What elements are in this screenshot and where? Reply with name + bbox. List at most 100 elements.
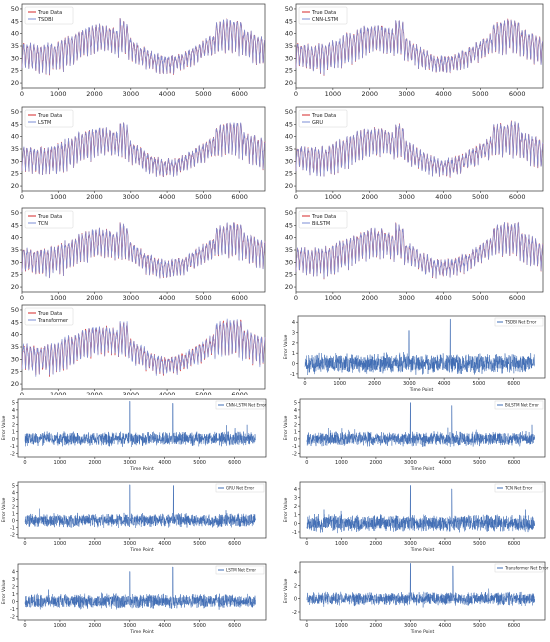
x-tick-label: 2000	[361, 193, 378, 201]
y-tick-label: 45	[11, 17, 19, 25]
chart-panel-gru: 0 1000 2000 3000 4000 5000 6000 20 25 30 35 40 45 50 T…	[278, 103, 550, 203]
legend-box	[24, 210, 74, 229]
x-tick-label: 0	[294, 193, 298, 201]
y-tick-label: 35	[285, 246, 293, 254]
y-tick-label: 4	[294, 487, 297, 493]
y-tick-label: -1	[10, 607, 15, 613]
x-tick-label: 3000	[404, 541, 417, 547]
y-tick-label: 4	[12, 491, 15, 497]
y-tick-label: 4	[294, 408, 297, 414]
chart-panel-cnn-lstm-err: 0 1000 2000 3000 4000 5000 6000 -2 -1 0 1 2 3 4 5 CNN-L…	[0, 395, 272, 478]
y-tick-label: 4	[292, 320, 295, 326]
x-tick-label: 1000	[50, 90, 67, 98]
x-tick-label: 4000	[159, 90, 176, 98]
y-tick-label: 30	[11, 54, 19, 62]
x-tick-label: 4000	[435, 294, 452, 302]
legend-box	[494, 400, 544, 410]
legend: Transformer Net Error	[494, 563, 549, 573]
y-tick-label: 20	[11, 283, 19, 291]
y-tick-label: 2	[12, 505, 15, 511]
y-tick-label: 35	[11, 343, 19, 351]
y-tick-label: 2	[12, 422, 15, 428]
x-tick-label: 6000	[507, 381, 520, 387]
legend-label: Transformer Net Error	[504, 566, 549, 571]
x-tick-label: 6000	[508, 541, 521, 547]
legend-label: GRU Net Error	[226, 486, 254, 491]
y-tick-label: 1	[12, 512, 15, 518]
y-tick-label: -2	[10, 533, 15, 539]
x-axis-label: Time Point	[129, 547, 154, 553]
legend-label: GRU	[312, 120, 323, 126]
x-tick-label: 5000	[473, 541, 486, 547]
series-line-bilstm	[295, 221, 544, 279]
legend-label: TSDBI	[37, 17, 53, 23]
x-tick-label: 1000	[335, 541, 348, 547]
chart-svg: 0 1000 2000 3000 4000 5000 6000 -2 0 2 4 Transforme…	[283, 561, 549, 635]
legend-label: True Data	[37, 214, 62, 220]
y-axis-label: Error Value	[283, 415, 289, 440]
chart-svg: 010002000300040005000600020253035404550T…	[11, 304, 266, 399]
x-tick-label: 3000	[398, 193, 415, 201]
chart-svg: 0 1000 2000 3000 4000 5000 6000 -1 0 1 2 3 4 TSDBI Ne…	[283, 315, 546, 393]
x-tick-label: 1000	[333, 381, 346, 387]
legend-label: LSTM Net Error	[226, 568, 256, 573]
legend-box	[494, 317, 544, 327]
y-tick-label: 4	[12, 569, 15, 575]
y-tick-label: -2	[10, 614, 15, 620]
y-tick-label: -1	[292, 530, 297, 536]
x-tick-label: 3000	[403, 381, 416, 387]
y-tick-label: 1	[294, 513, 297, 519]
x-tick-label: 3000	[398, 294, 415, 302]
x-tick-label: 2000	[86, 193, 103, 201]
legend-label: LSTM	[38, 120, 51, 126]
x-tick-label: 1000	[54, 460, 67, 466]
x-tick-label: 4000	[435, 193, 452, 201]
y-tick-label: 45	[11, 221, 19, 229]
x-tick-label: 2000	[368, 381, 381, 387]
chart-panel-transformer-err: 0 1000 2000 3000 4000 5000 6000 -2 0 2 4 Transforme…	[282, 558, 550, 640]
x-tick-label: 3000	[123, 193, 140, 201]
x-tick-label: 1000	[325, 90, 342, 98]
y-tick-label: 25	[285, 170, 293, 178]
x-tick-label: 3000	[404, 460, 417, 466]
legend: GRU Net Error	[215, 483, 265, 493]
x-tick-label: 6000	[508, 460, 521, 466]
y-tick-label: 35	[11, 246, 19, 254]
legend-label: True Data	[311, 10, 336, 16]
series-line-gru-err	[24, 484, 256, 529]
x-tick-label: 6000	[508, 623, 521, 629]
y-tick-label: 0	[292, 362, 295, 368]
y-tick-label: 50	[11, 306, 19, 314]
x-tick-label: 2000	[88, 460, 101, 466]
x-tick-label: 0	[20, 193, 24, 201]
x-tick-label: 5000	[472, 294, 489, 302]
y-tick-label: 45	[11, 318, 19, 326]
legend-label: True Data	[311, 214, 336, 220]
x-tick-label: 6000	[228, 460, 241, 466]
x-tick-label: 6000	[231, 90, 248, 98]
series-line-transformer-err	[306, 563, 535, 608]
y-tick-label: 3	[294, 415, 297, 421]
y-tick-label: 25	[11, 170, 19, 178]
x-tick-label: 2000	[370, 460, 383, 466]
y-tick-label: 5	[294, 401, 297, 407]
x-tick-label: 2000	[361, 294, 378, 302]
x-tick-label: 5000	[193, 541, 206, 547]
x-tick-label: 6000	[231, 294, 248, 302]
x-tick-label: 0	[23, 460, 26, 466]
legend-label: BiLSTM Net Error	[505, 403, 539, 408]
x-tick-label: 0	[23, 623, 26, 629]
series-line-cnn-lstm	[295, 19, 543, 76]
x-tick-label: 4000	[159, 294, 176, 302]
legend: LSTM Net Error	[215, 565, 265, 575]
series-line-bilstm-err	[306, 402, 535, 447]
y-tick-label: 50	[11, 108, 19, 116]
y-tick-label: 0	[12, 599, 15, 605]
y-tick-label: 25	[11, 67, 19, 75]
